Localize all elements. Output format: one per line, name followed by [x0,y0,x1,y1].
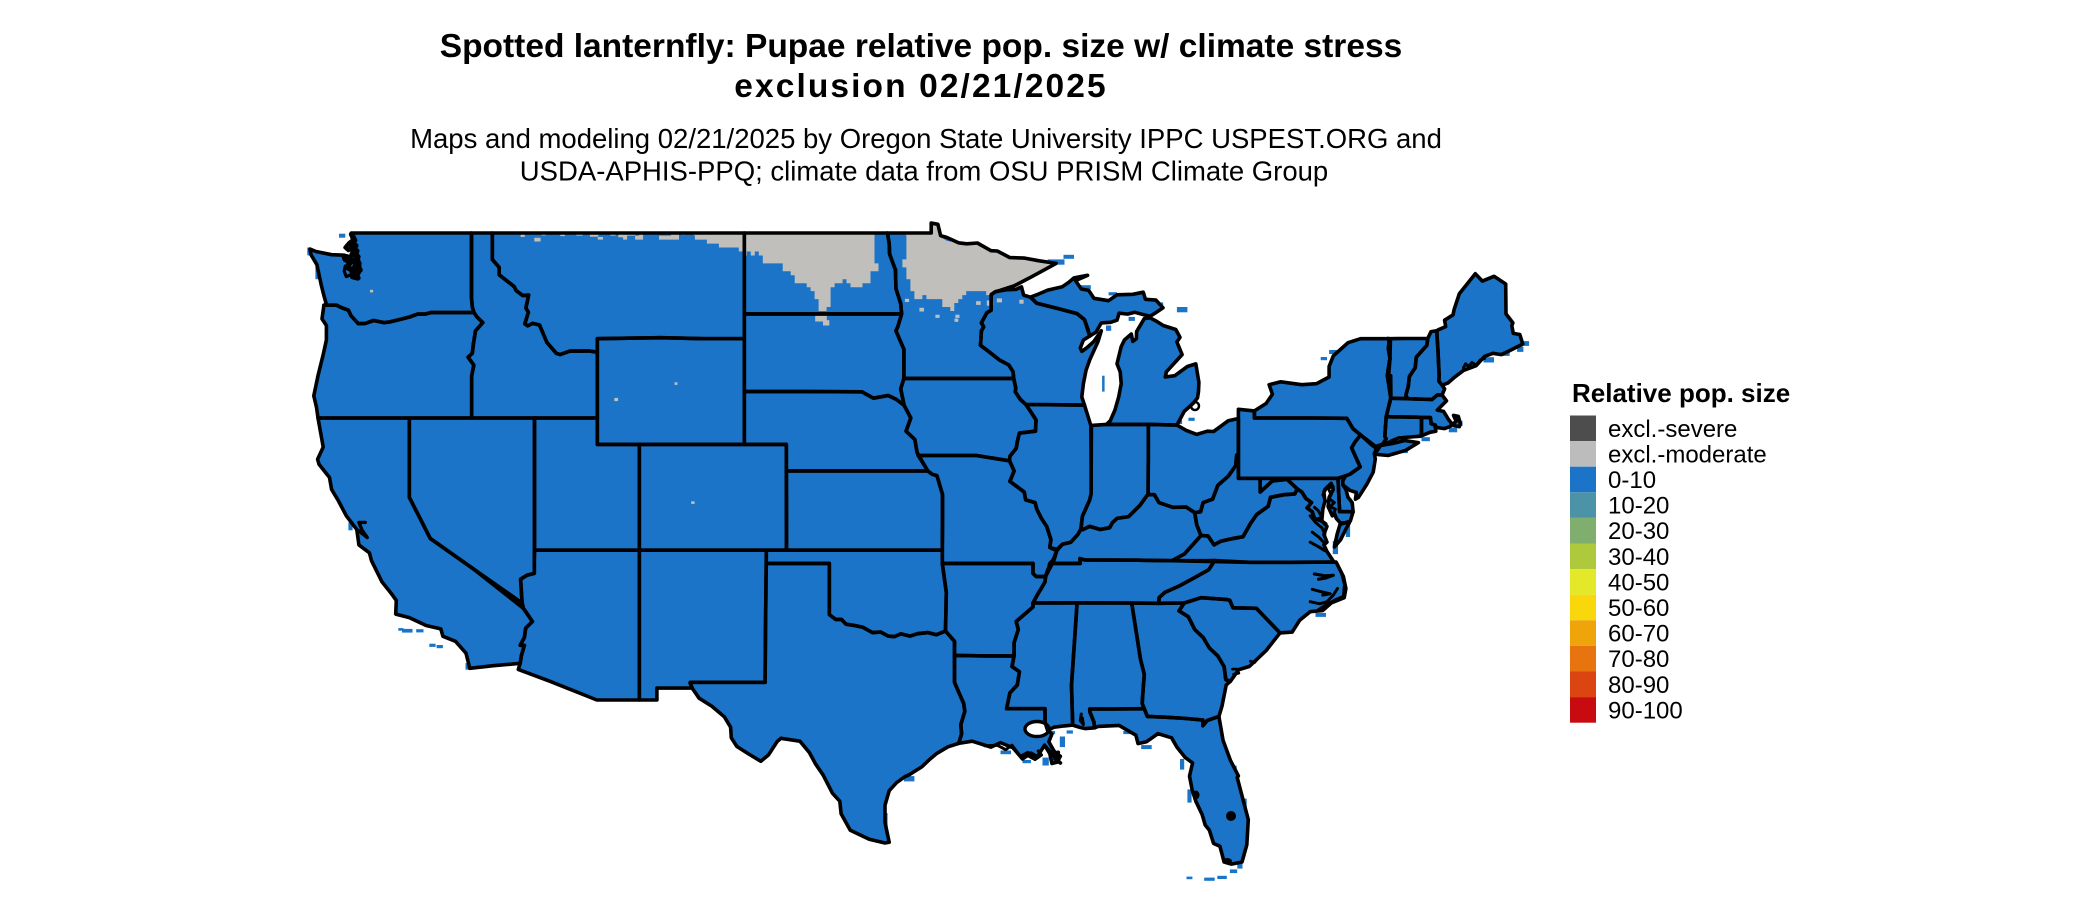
svg-text:Maps and modeling 02/21/2025 b: Maps and modeling 02/21/2025 by Oregon S… [410,123,1442,154]
svg-text:Relative pop. size: Relative pop. size [1572,378,1790,408]
svg-text:10-20: 10-20 [1608,493,1669,520]
svg-text:50-60: 50-60 [1608,595,1669,622]
svg-text:40-50: 40-50 [1608,569,1669,596]
svg-text:excl.-severe: excl.-severe [1608,416,1737,443]
svg-text:Spotted lanternfly: Pupae rela: Spotted lanternfly: Pupae relative pop. … [440,28,1403,65]
svg-text:60-70: 60-70 [1608,621,1669,648]
svg-text:70-80: 70-80 [1608,646,1669,673]
svg-text:0-10: 0-10 [1608,467,1656,494]
svg-text:80-90: 80-90 [1608,672,1669,699]
svg-text:30-40: 30-40 [1608,544,1669,571]
svg-text:20-30: 20-30 [1608,518,1669,545]
svg-text:90-100: 90-100 [1608,697,1683,724]
svg-text:excl.-moderate: excl.-moderate [1608,441,1767,468]
svg-text:USDA-APHIS-PPQ; climate data f: USDA-APHIS-PPQ; climate data from OSU PR… [520,156,1328,187]
svg-text:exclusion 02/21/2025: exclusion 02/21/2025 [734,68,1108,105]
